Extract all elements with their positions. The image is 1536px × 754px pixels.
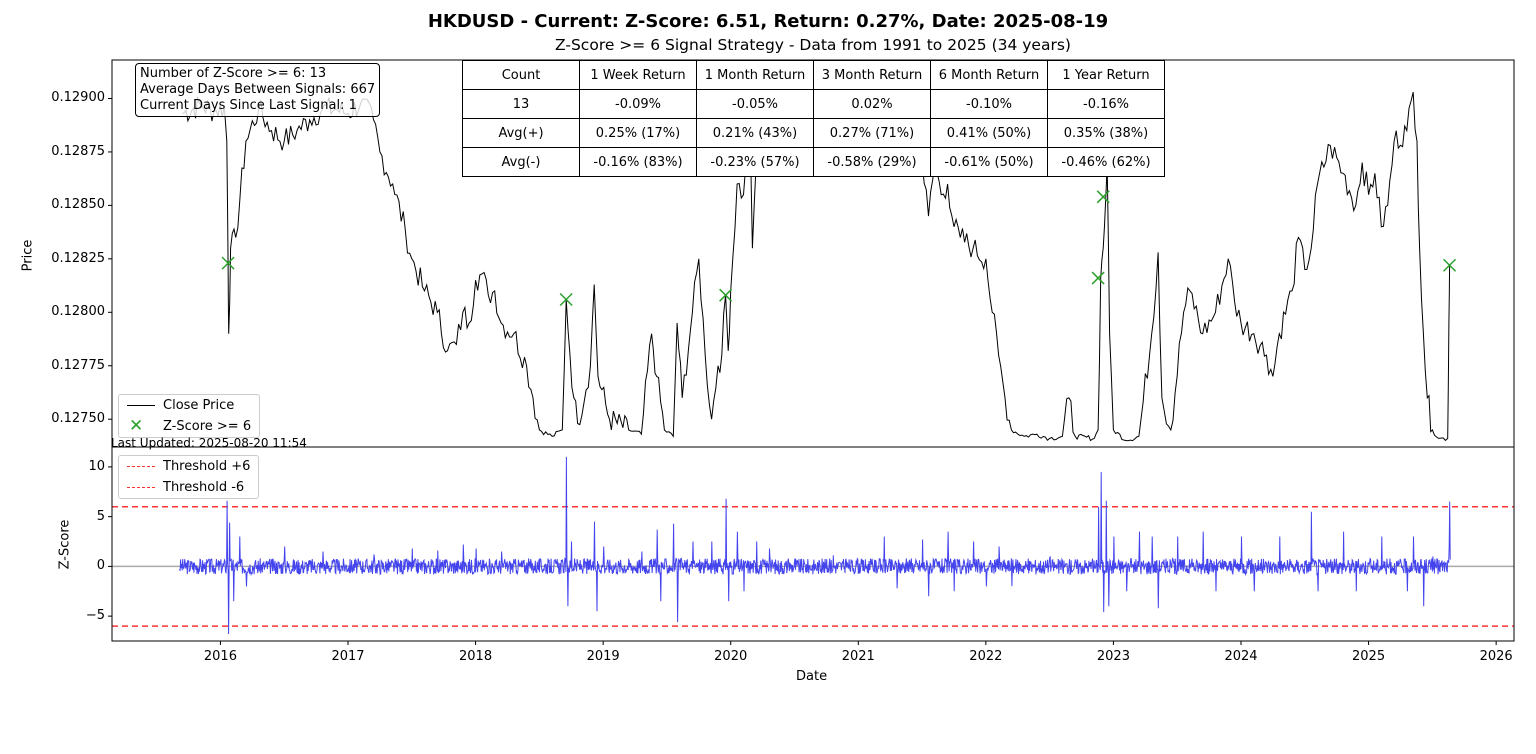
signal-marker	[1443, 258, 1457, 272]
returns-table-header: Count 1 Week Return 1 Month Return 3 Mon…	[462, 60, 1165, 90]
table-row: Avg(-) -0.16% (83%) -0.23% (57%) -0.58% …	[462, 147, 1165, 177]
table-cell: -0.23% (57%)	[696, 147, 814, 177]
legend-label: Threshold +6	[163, 459, 251, 474]
signal-info-box: Number of Z-Score >= 6: 13 Average Days …	[135, 63, 381, 117]
zscore-y-tick-label: 5	[96, 508, 105, 524]
zscore-y-tick-label: 0	[96, 558, 105, 574]
table-cell: -0.58% (29%)	[813, 147, 931, 177]
legend-entry-threshold-positive: Threshold +6	[119, 456, 258, 477]
table-cell: Avg(+)	[462, 118, 580, 148]
legend-dash-swatch	[127, 487, 155, 488]
price-y-tick-label: 0.12875	[51, 143, 105, 159]
chart-title: HKDUSD - Current: Z-Score: 6.51, Return:…	[427, 11, 1109, 32]
zscore-y-tick-label: −5	[85, 608, 105, 624]
table-cell: -0.16%	[1047, 89, 1165, 119]
table-cell: 0.41% (50%)	[930, 118, 1048, 148]
legend-label: Threshold -6	[163, 480, 245, 495]
info-line-average-days: Average Days Between Signals: 667	[140, 82, 376, 97]
table-header-cell: 3 Month Return	[813, 60, 931, 90]
x-tick-label: 2019	[586, 649, 620, 664]
x-tick-label: 2026	[1479, 649, 1513, 664]
price-y-tick-label: 0.12775	[51, 357, 105, 373]
price-axis-label: Price	[20, 239, 36, 272]
table-header-cell: 1 Year Return	[1047, 60, 1165, 90]
x-tick-label: 2022	[969, 649, 1003, 664]
signal-marker-stroke	[1091, 271, 1105, 285]
table-cell: 0.25% (17%)	[579, 118, 697, 148]
price-y-tick-label: 0.12825	[51, 250, 105, 266]
table-cell: -0.09%	[579, 89, 697, 119]
table-cell: -0.61% (50%)	[930, 147, 1048, 177]
legend-entry-close-price: Close Price	[119, 395, 259, 416]
signal-marker	[559, 292, 573, 306]
table-cell: 13	[462, 89, 580, 119]
info-line-signal-count: Number of Z-Score >= 6: 13	[140, 66, 327, 81]
price-y-tick-label: 0.12800	[51, 304, 105, 320]
table-cell: 0.21% (43%)	[696, 118, 814, 148]
x-tick-label: 2016	[203, 649, 237, 664]
table-header-cell: 1 Week Return	[579, 60, 697, 90]
table-cell: 0.35% (38%)	[1047, 118, 1165, 148]
price-legend: Close Price ✕ Z-Score >= 6	[118, 394, 261, 438]
price-y-tick-label: 0.12850	[51, 197, 105, 213]
threshold-legend: Threshold +6 Threshold -6	[118, 455, 260, 499]
legend-label: Close Price	[163, 398, 235, 413]
x-axis-group	[219, 641, 1497, 645]
zscore-series-group	[179, 456, 1451, 635]
zscore-plot-frame	[111, 446, 1515, 642]
table-header-cell: 6 Month Return	[930, 60, 1048, 90]
x-marker-icon: ✕	[129, 416, 144, 436]
signal-marker-stroke	[221, 256, 235, 270]
signal-marker	[719, 288, 733, 302]
zscore-plot-area	[112, 447, 1514, 641]
signal-marker	[221, 256, 235, 270]
returns-table: Count 1 Week Return 1 Month Return 3 Mon…	[462, 60, 1165, 177]
x-axis-label: Date	[796, 669, 828, 684]
table-cell: -0.05%	[696, 89, 814, 119]
signal-marker	[1096, 190, 1110, 204]
signal-marker-stroke	[1096, 190, 1110, 204]
zscore-line	[179, 456, 1451, 635]
last-updated-text: Last Updated: 2025-08-20 11:54	[111, 436, 307, 450]
x-tick-label: 2024	[1224, 649, 1258, 664]
table-cell: 0.27% (71%)	[813, 118, 931, 148]
signal-marker-stroke	[559, 292, 573, 306]
legend-dash-swatch	[127, 466, 155, 467]
price-y-tick-label: 0.12900	[51, 90, 105, 106]
x-tick-label: 2025	[1352, 649, 1386, 664]
table-cell: -0.10%	[930, 89, 1048, 119]
table-header-cell: Count	[462, 60, 580, 90]
info-line-days-since: Current Days Since Last Signal: 1	[140, 98, 357, 113]
table-cell: Avg(-)	[462, 147, 580, 177]
legend-label: Z-Score >= 6	[163, 419, 252, 434]
table-header-cell: 1 Month Return	[696, 60, 814, 90]
zscore-y-tick-label: 10	[88, 458, 105, 474]
x-tick-label: 2017	[331, 649, 365, 664]
price-axis-group	[108, 97, 112, 420]
x-tick-label: 2018	[459, 649, 493, 664]
signal-marker	[1091, 271, 1105, 285]
signal-marker-stroke	[1443, 258, 1457, 272]
signal-marker-stroke	[719, 288, 733, 302]
legend-entry-threshold-negative: Threshold -6	[119, 477, 258, 498]
legend-entry-zscore-signal: ✕ Z-Score >= 6	[119, 416, 259, 437]
price-y-tick-label: 0.12750	[51, 411, 105, 427]
table-row: 13 -0.09% -0.05% 0.02% -0.10% -0.16%	[462, 89, 1165, 119]
table-cell: 0.02%	[813, 89, 931, 119]
legend-line-swatch	[127, 405, 155, 406]
x-tick-label: 2023	[1096, 649, 1130, 664]
table-cell: -0.46% (62%)	[1047, 147, 1165, 177]
chart-subtitle: Z-Score >= 6 Signal Strategy - Data from…	[555, 36, 1071, 54]
x-tick-label: 2020	[714, 649, 748, 664]
table-row: Avg(+) 0.25% (17%) 0.21% (43%) 0.27% (71…	[462, 118, 1165, 148]
zscore-axis-label: Z-Score	[57, 519, 73, 570]
x-tick-label: 2021	[841, 649, 875, 664]
table-cell: -0.16% (83%)	[579, 147, 697, 177]
